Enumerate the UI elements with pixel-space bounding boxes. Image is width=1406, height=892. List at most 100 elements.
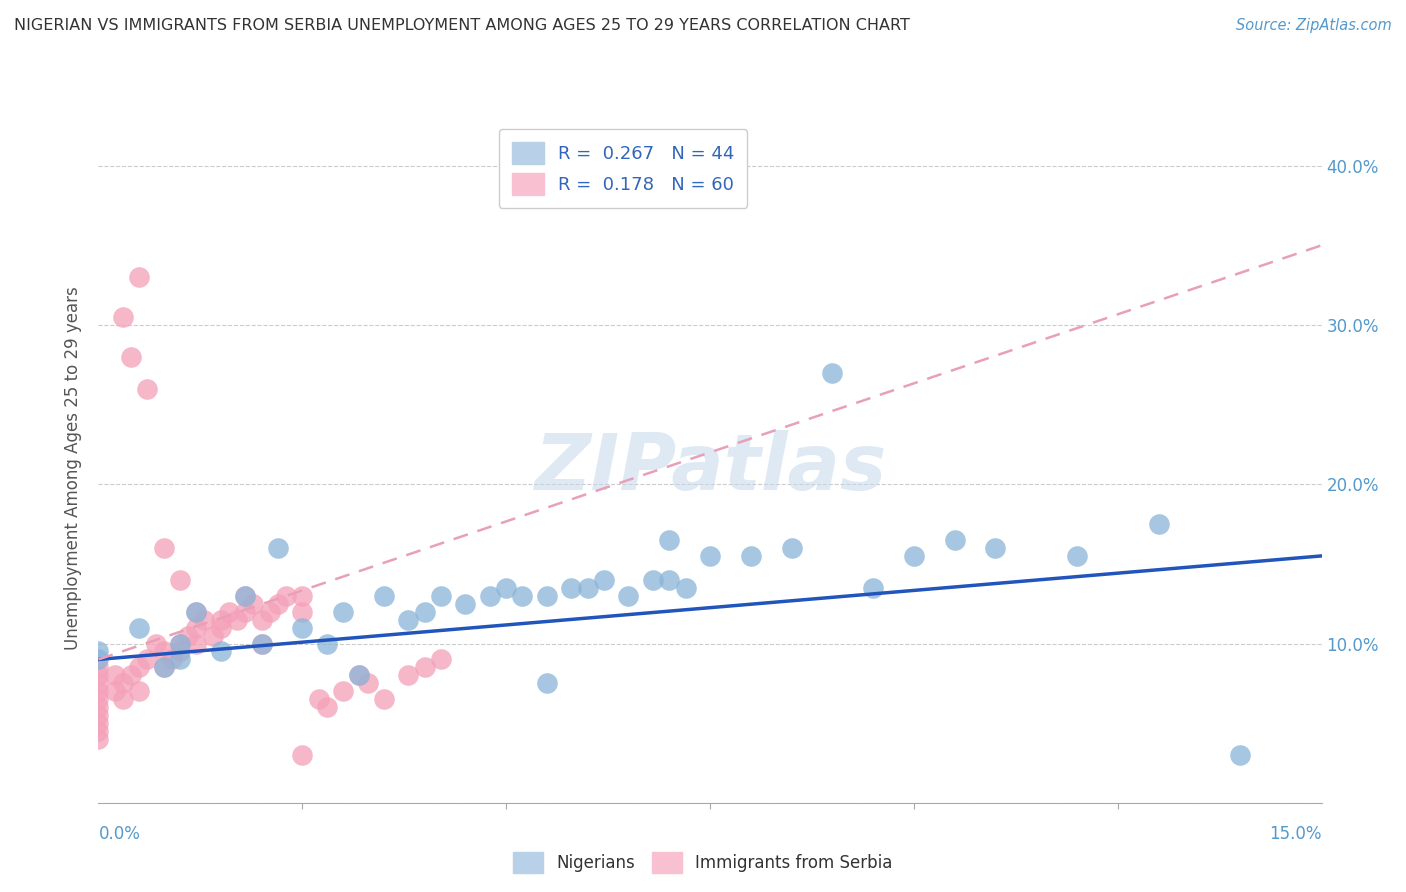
Point [356, 676, 378, 690]
Point [291, 621, 314, 635]
Point [152, 541, 174, 555]
Point [218, 605, 240, 619]
Point [332, 605, 354, 619]
Point [87, 732, 110, 747]
Point [250, 636, 273, 650]
Point [128, 684, 150, 698]
Point [349, 668, 371, 682]
Point [186, 605, 208, 619]
Point [576, 581, 599, 595]
Point [259, 605, 281, 619]
Point [560, 581, 582, 595]
Point [87, 676, 110, 690]
Point [641, 573, 664, 587]
Point [233, 589, 256, 603]
Point [152, 660, 174, 674]
Point [267, 541, 290, 555]
Point [780, 541, 803, 555]
Point [104, 668, 127, 682]
Point [136, 652, 159, 666]
Point [177, 628, 200, 642]
Point [87, 652, 110, 666]
Point [675, 581, 697, 595]
Point [169, 636, 191, 650]
Point [169, 573, 191, 587]
Point [136, 382, 159, 396]
Point [1229, 747, 1251, 762]
Point [120, 350, 142, 364]
Text: 0.0%: 0.0% [98, 825, 141, 843]
Point [308, 692, 330, 706]
Point [274, 589, 297, 603]
Point [87, 700, 110, 714]
Point [740, 549, 762, 563]
Point [943, 533, 966, 547]
Point [903, 549, 925, 563]
Point [984, 541, 1007, 555]
Text: ZIPatlas: ZIPatlas [534, 430, 886, 507]
Point [512, 589, 534, 603]
Point [250, 613, 273, 627]
Point [699, 549, 721, 563]
Point [209, 613, 232, 627]
Point [267, 597, 290, 611]
Point [413, 660, 436, 674]
Point [87, 724, 110, 739]
Point [233, 605, 256, 619]
Point [1147, 517, 1170, 532]
Point [478, 589, 501, 603]
Text: NIGERIAN VS IMMIGRANTS FROM SERBIA UNEMPLOYMENT AMONG AGES 25 TO 29 YEARS CORREL: NIGERIAN VS IMMIGRANTS FROM SERBIA UNEMP… [14, 18, 910, 33]
Point [111, 676, 134, 690]
Point [87, 668, 110, 682]
Point [201, 628, 224, 642]
Point [152, 660, 174, 674]
Point [104, 684, 127, 698]
Point [233, 589, 256, 603]
Point [128, 270, 150, 285]
Y-axis label: Unemployment Among Ages 25 to 29 years: Unemployment Among Ages 25 to 29 years [65, 286, 83, 650]
Legend: Nigerians, Immigrants from Serbia: Nigerians, Immigrants from Serbia [506, 846, 900, 880]
Point [373, 589, 395, 603]
Point [396, 613, 419, 627]
Point [128, 621, 150, 635]
Point [186, 636, 208, 650]
Point [226, 613, 249, 627]
Point [658, 573, 681, 587]
Point [111, 310, 134, 324]
Point [169, 636, 191, 650]
Point [1066, 549, 1088, 563]
Point [145, 636, 167, 650]
Point [315, 700, 337, 714]
Point [209, 644, 232, 658]
Point [169, 652, 191, 666]
Legend: R =  0.267   N = 44, R =  0.178   N = 60: R = 0.267 N = 44, R = 0.178 N = 60 [499, 129, 748, 208]
Point [152, 644, 174, 658]
Point [169, 644, 191, 658]
Point [87, 684, 110, 698]
Point [111, 692, 134, 706]
Point [87, 644, 110, 658]
Point [186, 605, 208, 619]
Point [291, 747, 314, 762]
Point [315, 636, 337, 650]
Point [373, 692, 395, 706]
Point [413, 605, 436, 619]
Point [250, 636, 273, 650]
Point [821, 366, 844, 380]
Point [242, 597, 264, 611]
Point [87, 708, 110, 723]
Point [291, 589, 314, 603]
Point [87, 660, 110, 674]
Point [454, 597, 477, 611]
Point [396, 668, 419, 682]
Point [128, 660, 150, 674]
Point [160, 652, 183, 666]
Point [193, 613, 215, 627]
Point [87, 692, 110, 706]
Point [87, 716, 110, 731]
Point [349, 668, 371, 682]
Point [658, 533, 681, 547]
Text: 15.0%: 15.0% [1270, 825, 1322, 843]
Point [593, 573, 616, 587]
Point [332, 684, 354, 698]
